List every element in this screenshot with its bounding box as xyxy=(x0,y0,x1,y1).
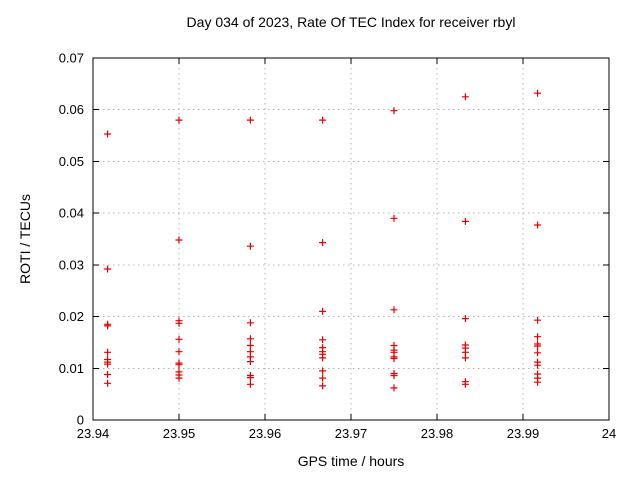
x-tick-label: 23.99 xyxy=(507,426,540,441)
data-point-marker xyxy=(175,361,183,369)
y-tick-label: 0.07 xyxy=(59,51,84,66)
data-point-marker xyxy=(390,306,398,314)
x-axis-label: GPS time / hours xyxy=(297,453,405,469)
data-point-marker xyxy=(461,380,469,388)
data-point-marker xyxy=(104,348,112,356)
y-tick-label: 0.06 xyxy=(59,102,84,117)
data-point-marker xyxy=(461,354,469,362)
x-tick-label: 23.98 xyxy=(421,426,454,441)
data-point-marker xyxy=(104,371,112,378)
data-point-marker xyxy=(175,335,183,343)
data-point-marker xyxy=(390,355,398,362)
x-tick-label: 23.97 xyxy=(335,426,368,441)
data-point-marker xyxy=(534,89,542,97)
data-point-marker xyxy=(104,265,112,273)
y-tick-label: 0.02 xyxy=(59,309,84,324)
data-point-marker xyxy=(534,316,542,324)
data-point-marker xyxy=(390,384,398,392)
grid-lines xyxy=(93,58,609,420)
data-point-marker xyxy=(534,349,542,357)
x-tick-label: 23.94 xyxy=(77,426,110,441)
data-point-marker xyxy=(319,116,327,124)
data-point-marker xyxy=(175,116,183,124)
data-point-marker xyxy=(534,378,542,386)
y-axis-label: ROTI / TECUs xyxy=(17,194,33,284)
data-point-marker xyxy=(246,335,254,343)
y-tick-label: 0.04 xyxy=(59,206,84,221)
x-tick-label: 24 xyxy=(602,426,616,441)
data-point-marker xyxy=(246,242,254,250)
tick-labels: 23.94 23.95 23.96 23.97 23.98 23.99 24 0 0.01 0.0… xyxy=(59,51,617,442)
data-point-marker xyxy=(461,217,469,225)
data-point-marker xyxy=(246,342,254,349)
data-point-marker xyxy=(246,116,254,124)
data-point-marker xyxy=(104,379,112,387)
data-point-marker xyxy=(390,107,398,115)
data-point-marker xyxy=(104,130,112,138)
data-point-marker xyxy=(319,367,327,375)
data-point-marker xyxy=(246,358,254,366)
data-point-marker xyxy=(175,348,183,356)
chart-title: Day 034 of 2023, Rate Of TEC Index for r… xyxy=(186,14,516,30)
data-point-marker xyxy=(175,374,183,382)
data-point-marker xyxy=(319,239,327,247)
data-point-marker xyxy=(104,360,112,368)
data-points xyxy=(104,89,542,392)
data-point-marker xyxy=(319,382,327,390)
y-tick-label: 0.05 xyxy=(59,154,84,169)
data-point-marker xyxy=(461,93,469,101)
data-point-marker xyxy=(319,336,327,344)
x-tick-label: 23.95 xyxy=(163,426,196,441)
y-tick-label: 0.03 xyxy=(59,257,84,272)
data-point-marker xyxy=(319,307,327,315)
data-point-marker xyxy=(390,372,398,379)
y-tick-label: 0.01 xyxy=(59,361,84,376)
data-point-marker xyxy=(175,319,183,327)
data-point-marker xyxy=(319,354,327,362)
data-point-marker xyxy=(534,361,542,369)
data-point-marker xyxy=(319,374,327,382)
data-point-marker xyxy=(534,333,542,341)
data-point-marker xyxy=(534,342,542,350)
data-point-marker xyxy=(246,374,254,382)
data-point-marker xyxy=(534,221,542,229)
x-tick-label: 23.96 xyxy=(249,426,282,441)
data-point-marker xyxy=(390,214,398,222)
data-point-marker xyxy=(461,315,469,323)
data-point-marker xyxy=(175,236,183,244)
y-tick-label: 0 xyxy=(77,413,84,428)
data-point-marker xyxy=(246,319,254,327)
data-point-marker xyxy=(246,380,254,388)
data-point-marker xyxy=(104,322,112,330)
plot-border xyxy=(92,57,610,421)
